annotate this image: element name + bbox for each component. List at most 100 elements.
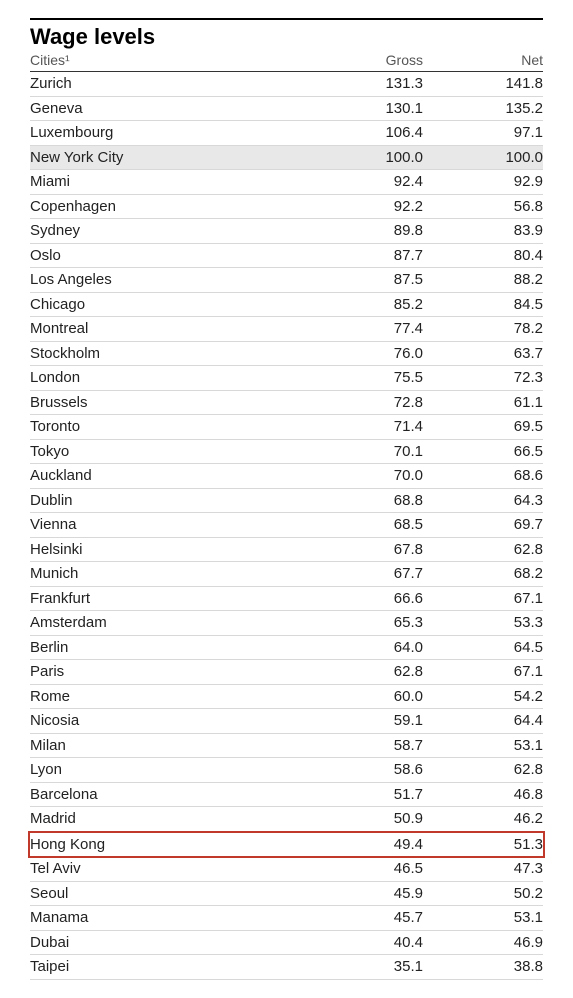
cell-city: Amsterdam [30, 613, 303, 633]
cell-city: Auckland [30, 466, 303, 486]
cell-city: Berlin [30, 638, 303, 658]
header-city: Cities¹ [30, 52, 303, 68]
cell-gross: 85.2 [303, 295, 423, 315]
cell-city: Milan [30, 736, 303, 756]
cell-gross: 130.1 [303, 99, 423, 119]
cell-city: Zurich [30, 74, 303, 94]
cell-city: New York City [30, 148, 303, 168]
wage-table: Wage levels Cities¹ Gross Net Zurich131.… [0, 0, 573, 998]
cell-gross: 68.5 [303, 515, 423, 535]
cell-net: 46.9 [423, 933, 543, 953]
table-row: New York City100.0100.0 [30, 146, 543, 171]
cell-gross: 64.0 [303, 638, 423, 658]
cell-net: 100.0 [423, 148, 543, 168]
cell-gross: 49.4 [303, 835, 423, 855]
cell-net: 38.8 [423, 957, 543, 977]
table-row: Stockholm76.063.7 [30, 342, 543, 367]
cell-city: Hong Kong [30, 835, 303, 855]
cell-city: Rome [30, 687, 303, 707]
cell-gross: 92.4 [303, 172, 423, 192]
cell-net: 64.5 [423, 638, 543, 658]
cell-net: 63.7 [423, 344, 543, 364]
cell-net: 61.1 [423, 393, 543, 413]
cell-net: 53.1 [423, 908, 543, 928]
cell-city: Seoul [30, 884, 303, 904]
cell-gross: 60.0 [303, 687, 423, 707]
cell-gross: 89.8 [303, 221, 423, 241]
cell-net: 53.3 [423, 613, 543, 633]
cell-net: 46.8 [423, 785, 543, 805]
cell-net: 62.8 [423, 540, 543, 560]
table-row: Chicago85.284.5 [30, 293, 543, 318]
cell-net: 54.2 [423, 687, 543, 707]
cell-gross: 45.7 [303, 908, 423, 928]
cell-gross: 106.4 [303, 123, 423, 143]
cell-net: 88.2 [423, 270, 543, 290]
table-row: Miami92.492.9 [30, 170, 543, 195]
cell-net: 67.1 [423, 589, 543, 609]
table-row: Vienna68.569.7 [30, 513, 543, 538]
cell-city: Dubai [30, 933, 303, 953]
cell-city: Geneva [30, 99, 303, 119]
cell-net: 84.5 [423, 295, 543, 315]
cell-gross: 131.3 [303, 74, 423, 94]
table-row: Helsinki67.862.8 [30, 538, 543, 563]
cell-gross: 75.5 [303, 368, 423, 388]
cell-net: 141.8 [423, 74, 543, 94]
cell-net: 97.1 [423, 123, 543, 143]
cell-gross: 46.5 [303, 859, 423, 879]
cell-city: Nicosia [30, 711, 303, 731]
table-row: London75.572.3 [30, 366, 543, 391]
cell-city: Paris [30, 662, 303, 682]
cell-gross: 71.4 [303, 417, 423, 437]
table-row: Dublin68.864.3 [30, 489, 543, 514]
cell-net: 62.8 [423, 760, 543, 780]
table-row: Paris62.867.1 [30, 660, 543, 685]
table-row: Milan58.753.1 [30, 734, 543, 759]
cell-city: Helsinki [30, 540, 303, 560]
cell-gross: 72.8 [303, 393, 423, 413]
cell-gross: 77.4 [303, 319, 423, 339]
cell-city: Frankfurt [30, 589, 303, 609]
cell-city: Montreal [30, 319, 303, 339]
cell-gross: 51.7 [303, 785, 423, 805]
cell-net: 51.3 [423, 835, 543, 855]
table-row: Montreal77.478.2 [30, 317, 543, 342]
table-row: Dubai40.446.9 [30, 931, 543, 956]
cell-net: 135.2 [423, 99, 543, 119]
cell-gross: 67.7 [303, 564, 423, 584]
cell-city: Toronto [30, 417, 303, 437]
table-row: Los Angeles87.588.2 [30, 268, 543, 293]
cell-city: Sydney [30, 221, 303, 241]
cell-net: 50.2 [423, 884, 543, 904]
cell-city: Copenhagen [30, 197, 303, 217]
table-row: Barcelona51.746.8 [30, 783, 543, 808]
header-net: Net [423, 52, 543, 68]
cell-city: Manama [30, 908, 303, 928]
table-row: Nicosia59.164.4 [30, 709, 543, 734]
cell-net: 64.4 [423, 711, 543, 731]
table-row: Manama45.753.1 [30, 906, 543, 931]
cell-city: Madrid [30, 809, 303, 829]
cell-gross: 92.2 [303, 197, 423, 217]
cell-gross: 45.9 [303, 884, 423, 904]
cell-city: Miami [30, 172, 303, 192]
cell-gross: 100.0 [303, 148, 423, 168]
cell-gross: 50.9 [303, 809, 423, 829]
cell-net: 46.2 [423, 809, 543, 829]
table-row: Brussels72.861.1 [30, 391, 543, 416]
cell-net: 68.2 [423, 564, 543, 584]
header-gross: Gross [303, 52, 423, 68]
table-row: Tokyo70.166.5 [30, 440, 543, 465]
cell-gross: 35.1 [303, 957, 423, 977]
table-row: Lyon58.662.8 [30, 758, 543, 783]
cell-net: 83.9 [423, 221, 543, 241]
cell-net: 80.4 [423, 246, 543, 266]
cell-city: Lyon [30, 760, 303, 780]
cell-net: 69.5 [423, 417, 543, 437]
cell-gross: 62.8 [303, 662, 423, 682]
cell-net: 56.8 [423, 197, 543, 217]
table-row: Geneva130.1135.2 [30, 97, 543, 122]
table-title: Wage levels [30, 18, 543, 50]
table-row: Hong Kong49.451.3 [30, 833, 543, 857]
